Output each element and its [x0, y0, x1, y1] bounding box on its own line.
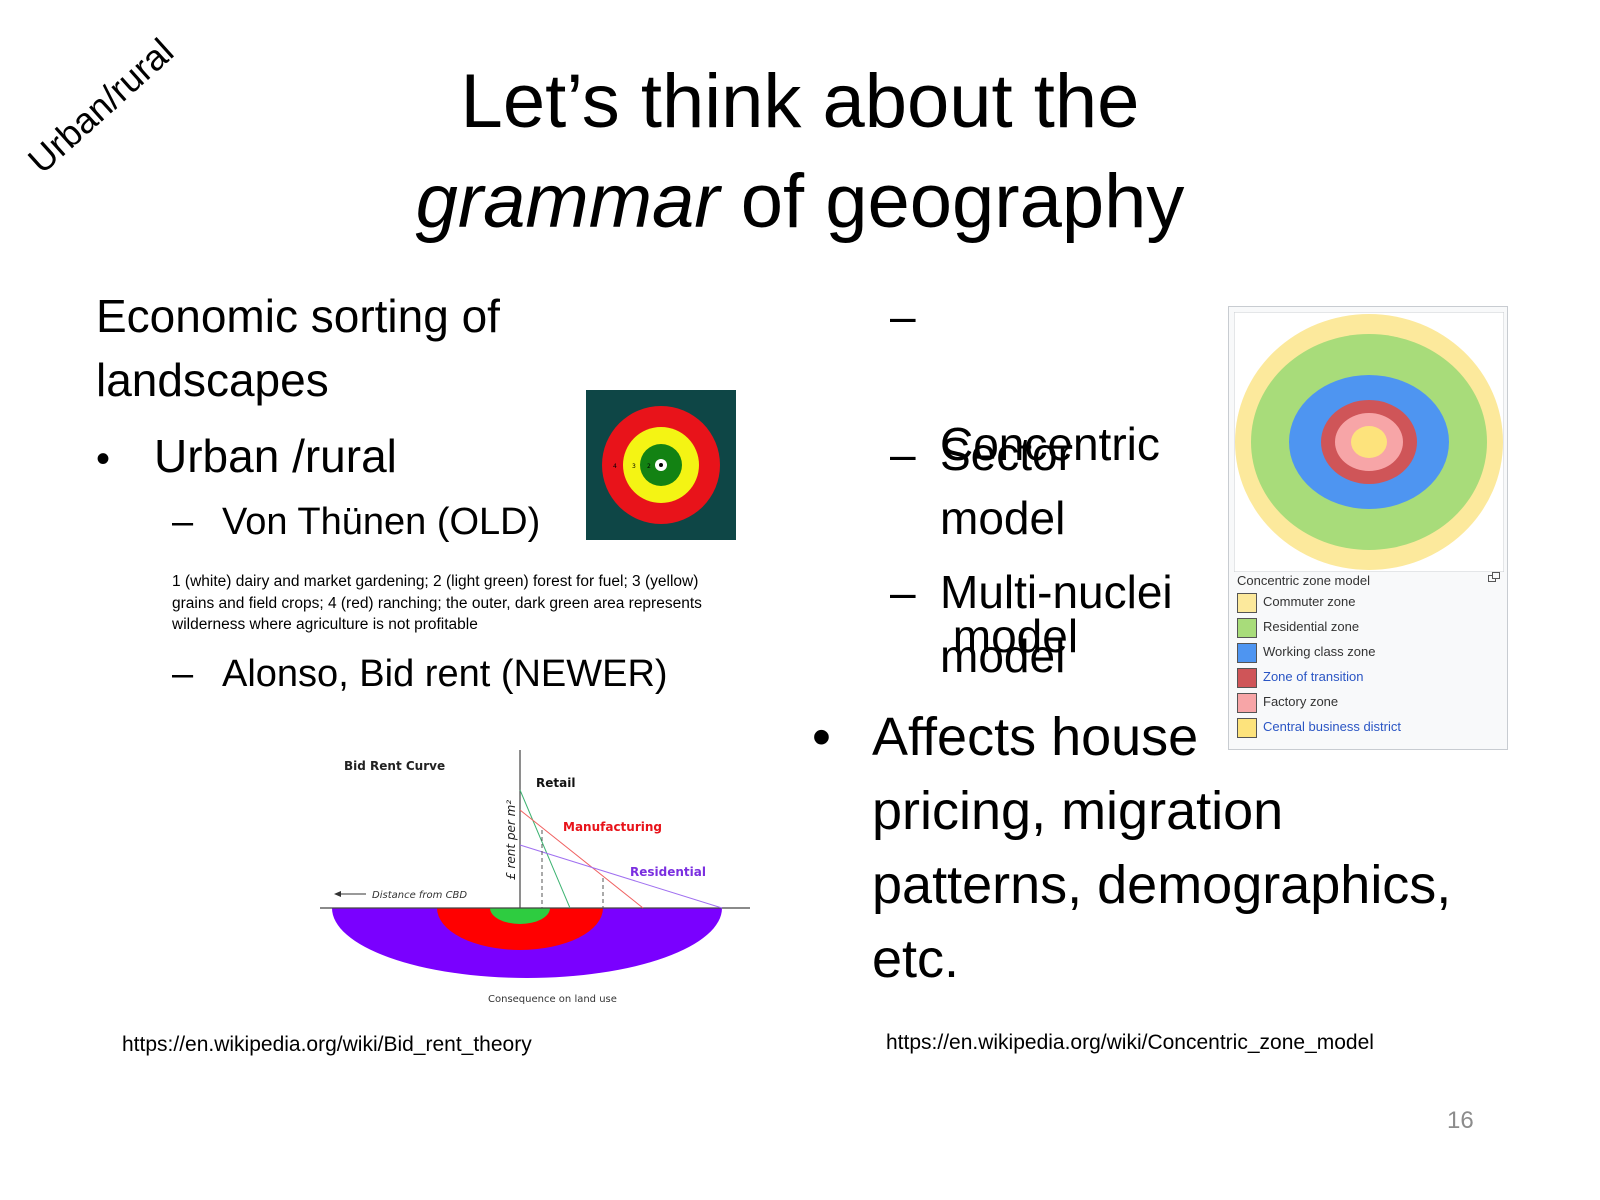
affects-line-3: patterns, demographics, — [872, 855, 1452, 915]
model-item-concentric: – Concentric model — [890, 284, 1220, 662]
legend-label: Factory zone — [1263, 694, 1339, 709]
von-thunen-caption: 1 (white) dairy and market gardening; 2 … — [172, 571, 772, 636]
bullet-affects: • Affects house pricing, migration patte… — [812, 700, 1451, 989]
von-thunen-diagram: 4 3 2 — [586, 390, 736, 540]
legend-link-transition[interactable]: Zone of transition — [1263, 669, 1364, 684]
ring-label-3: 3 — [632, 463, 636, 470]
legend-row-cbd: Central business district — [1237, 716, 1401, 738]
model-sector-line-2: model — [940, 492, 1066, 544]
legend-row-commuter: Commuter zone — [1237, 591, 1355, 613]
bid-rent-diagram: Bid Rent Curve £ rent per m² Distance fr… — [320, 750, 750, 1005]
series-label-manufacturing: Manufacturing — [563, 820, 662, 834]
legend-label: Commuter zone — [1263, 594, 1356, 609]
affects-line-1: Affects house — [872, 707, 1199, 767]
bid-rent-url[interactable]: https://en.wikipedia.org/wiki/Bid_rent_t… — [122, 1033, 532, 1056]
bullet-symbol: • — [812, 707, 831, 767]
legend-swatch — [1237, 717, 1257, 738]
bullet-urban-rural-text: Urban /rural — [154, 430, 397, 482]
concentric-infobox: Concentric zone model Commuter zone Resi… — [1228, 306, 1508, 750]
legend-row-working-class: Working class zone — [1237, 641, 1375, 663]
left-heading-line-2: landscapes — [96, 354, 329, 406]
legend-row-transition: Zone of transition — [1237, 666, 1363, 688]
dash-symbol: – — [890, 428, 916, 480]
retail-line — [519, 789, 571, 909]
zone-manufacturing — [437, 908, 603, 950]
bullet-symbol: • — [96, 437, 111, 481]
model-multi-nuclei-line-1: Multi-nuclei — [940, 566, 1173, 618]
legend-link-cbd[interactable]: Central business district — [1263, 719, 1401, 734]
legend-row-factory: Factory zone — [1237, 691, 1338, 713]
legend-swatch — [1237, 642, 1257, 663]
bid-rent-consequence: Consequence on land use — [488, 994, 617, 1005]
bid-rent-xlabel: Distance from CBD — [372, 890, 467, 901]
caption-line-2: grains and field crops; 4 (red) ranching… — [172, 594, 702, 612]
model-concentric-line-1: Concentric — [940, 418, 1160, 470]
ring-label-4: 4 — [613, 463, 617, 470]
model-list: – Concentric model – Sector model – Mult… — [890, 284, 1220, 688]
title-line-2-rest: of geography — [719, 159, 1185, 244]
caption-line-3: wilderness where agriculture is not prof… — [172, 616, 478, 633]
legend-label: Residential zone — [1263, 619, 1360, 634]
legend-swatch — [1237, 667, 1257, 688]
sub-alonso-text: Alonso, Bid rent (NEWER) — [222, 653, 668, 695]
bid-rent-title: Bid Rent Curve — [344, 759, 445, 773]
center-point — [659, 463, 663, 467]
dash-symbol: – — [890, 290, 916, 342]
legend-label: Working class zone — [1263, 644, 1376, 659]
series-label-retail: Retail — [536, 776, 575, 790]
dash-symbol: – — [172, 501, 194, 543]
bid-rent-ylabel: £ rent per m² — [504, 800, 518, 880]
legend-swatch — [1237, 592, 1257, 613]
ring-label-2: 2 — [647, 463, 651, 470]
dash-symbol: – — [172, 653, 194, 695]
title-emphasis: grammar — [415, 159, 720, 244]
affects-line-4: etc. — [872, 929, 960, 989]
left-heading: Economic sorting of landscapes — [96, 284, 500, 412]
model-sector-line-1: Sector — [940, 428, 1073, 480]
series-label-residential: Residential — [630, 865, 706, 879]
affects-line-2: pricing, migration — [872, 781, 1284, 841]
manufacturing-line — [519, 809, 644, 909]
sub-von-thunen-text: Von Thünen (OLD) — [222, 501, 541, 543]
residential-line — [519, 844, 723, 909]
left-heading-line-1: Economic sorting of — [96, 290, 500, 342]
legend-row-residential: Residential zone — [1237, 616, 1359, 638]
dash-symbol: – — [890, 566, 916, 618]
expand-icon[interactable] — [1488, 572, 1500, 582]
zone-retail — [490, 908, 550, 924]
model-item-multi-nuclei: – Multi-nuclei model — [890, 560, 1220, 688]
title-line-1: Let’s think about the — [460, 59, 1140, 144]
concentric-url[interactable]: https://en.wikipedia.org/wiki/Concentric… — [886, 1031, 1374, 1054]
model-item-sector: – Sector model — [890, 422, 1220, 560]
xlabel-arrow-head — [334, 891, 341, 897]
concentric-diagram — [1234, 312, 1504, 572]
concentric-caption: Concentric zone model — [1237, 573, 1370, 588]
model-concentric-line-2: model — [940, 610, 1079, 662]
zone-cbd — [1351, 426, 1387, 458]
bullet-urban-rural: • Urban /rural — [96, 424, 397, 491]
legend-swatch — [1237, 617, 1257, 638]
caption-line-1: 1 (white) dairy and market gardening; 2 … — [172, 573, 699, 590]
title-line-2: grammar of geography — [330, 152, 1270, 252]
page-number: 16 — [1447, 1107, 1474, 1134]
slide-title: Let’s think about the grammar of geograp… — [330, 52, 1270, 252]
sub-alonso: – Alonso, Bid rent (NEWER) — [172, 642, 668, 706]
sub-von-thunen: – Von Thünen (OLD) — [172, 490, 540, 554]
model-multi-nuclei-line-2: model — [940, 630, 1066, 682]
legend-swatch — [1237, 692, 1257, 713]
corner-label: Urban/rural — [19, 30, 182, 182]
